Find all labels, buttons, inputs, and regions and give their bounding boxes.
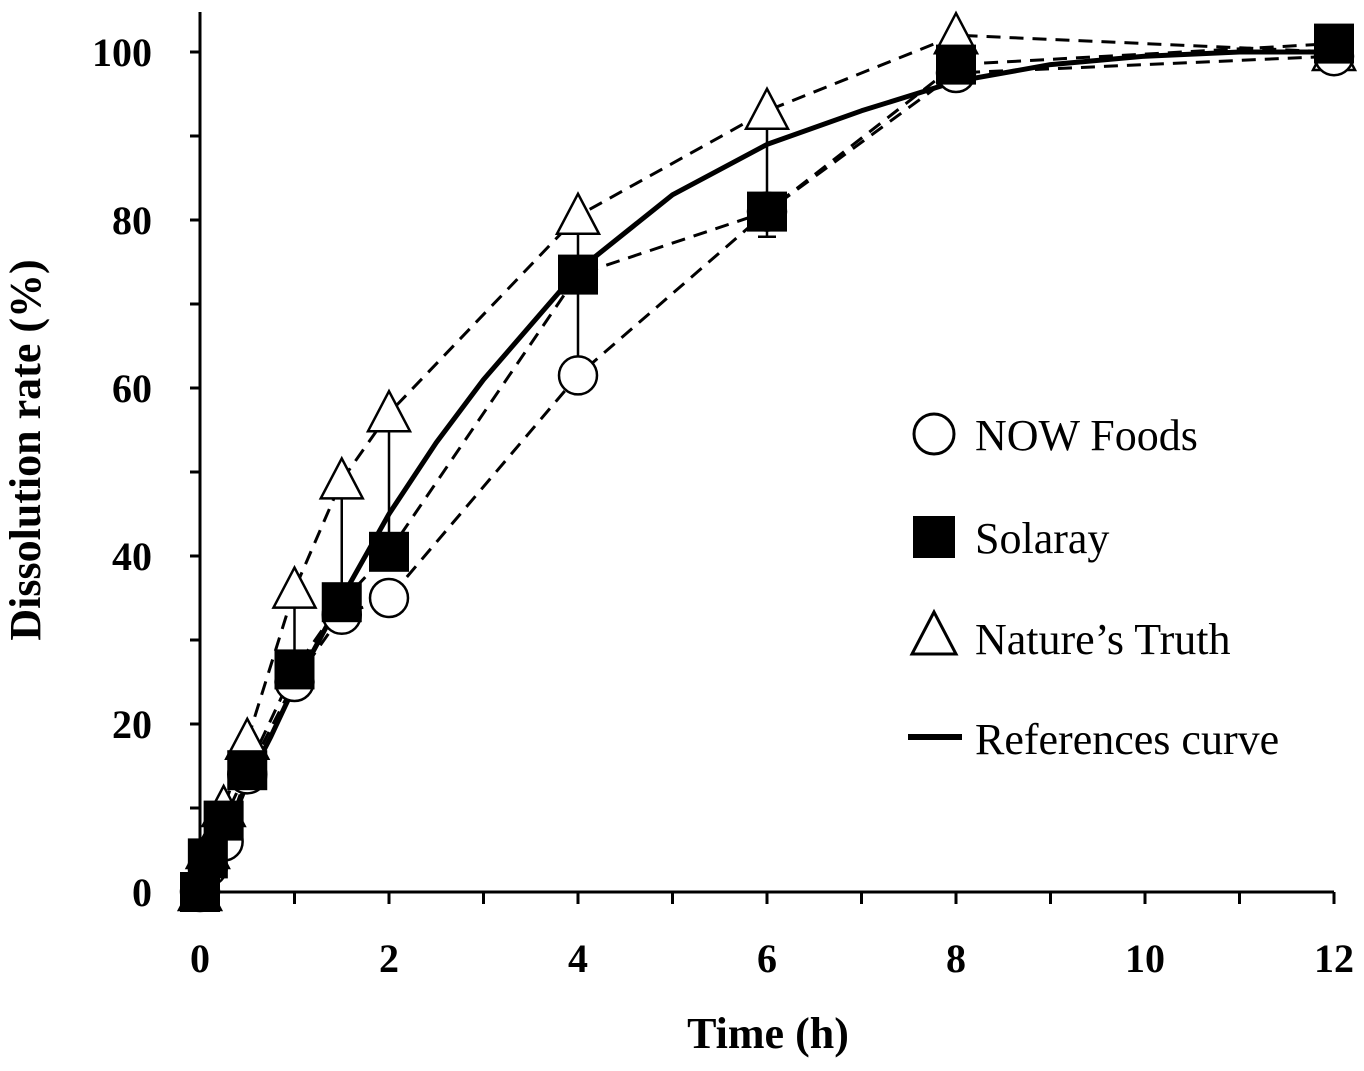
point-solaray	[227, 750, 268, 791]
point-natures-truth	[271, 564, 318, 609]
data-markers	[176, 10, 1358, 913]
x-tick-label: 8	[946, 936, 966, 981]
axes	[190, 12, 1336, 904]
point-natures-truth	[318, 455, 365, 500]
point-now-foods	[368, 577, 410, 619]
point-solaray	[321, 582, 362, 623]
y-tick-label: 60	[112, 366, 152, 411]
x-tick-label: 10	[1125, 936, 1165, 981]
legend-marker-now-foods	[912, 412, 956, 456]
x-tick-label: 0	[190, 936, 210, 981]
x-axis-title: Time (h)	[687, 1009, 849, 1058]
point-solaray	[187, 838, 228, 879]
tick-labels: 0 2 4 6 8 10 12 0 20 40 60 80 100	[92, 30, 1354, 981]
x-tick-label: 12	[1314, 936, 1354, 981]
legend-label-natures-truth: Nature’s Truth	[975, 615, 1230, 664]
y-tick-label: 80	[112, 198, 152, 243]
point-solaray	[747, 191, 787, 232]
legend-label-reference: References curve	[975, 715, 1279, 764]
legend-label-now-foods: NOW Foods	[975, 411, 1198, 460]
point-solaray	[369, 531, 409, 572]
point-solaray	[558, 254, 598, 295]
point-natures-truth	[365, 388, 413, 433]
point-solaray	[1314, 23, 1354, 64]
point-now-foods	[557, 355, 599, 396]
reference-curve-line	[197, 49, 1334, 894]
legend-marker-natures-truth	[909, 608, 959, 656]
point-solaray	[936, 44, 976, 85]
point-solaray	[274, 649, 315, 690]
y-tick-label: 40	[112, 534, 152, 579]
y-axis-title: Dissolution rate (%)	[1, 259, 50, 640]
point-natures-truth	[554, 191, 602, 236]
legend-marker-solaray	[913, 516, 955, 558]
point-natures-truth	[743, 86, 791, 131]
y-tick-label: 20	[112, 702, 152, 747]
x-tick-label: 6	[757, 936, 777, 981]
x-tick-label: 4	[568, 936, 588, 981]
legend: NOW Foods Solaray Nature’s Truth Referen…	[908, 411, 1279, 764]
x-tick-label: 2	[379, 936, 399, 981]
legend-label-solaray: Solaray	[975, 514, 1109, 563]
point-solaray	[203, 800, 244, 841]
y-tick-label: 0	[132, 870, 152, 915]
y-tick-label: 100	[92, 30, 152, 75]
